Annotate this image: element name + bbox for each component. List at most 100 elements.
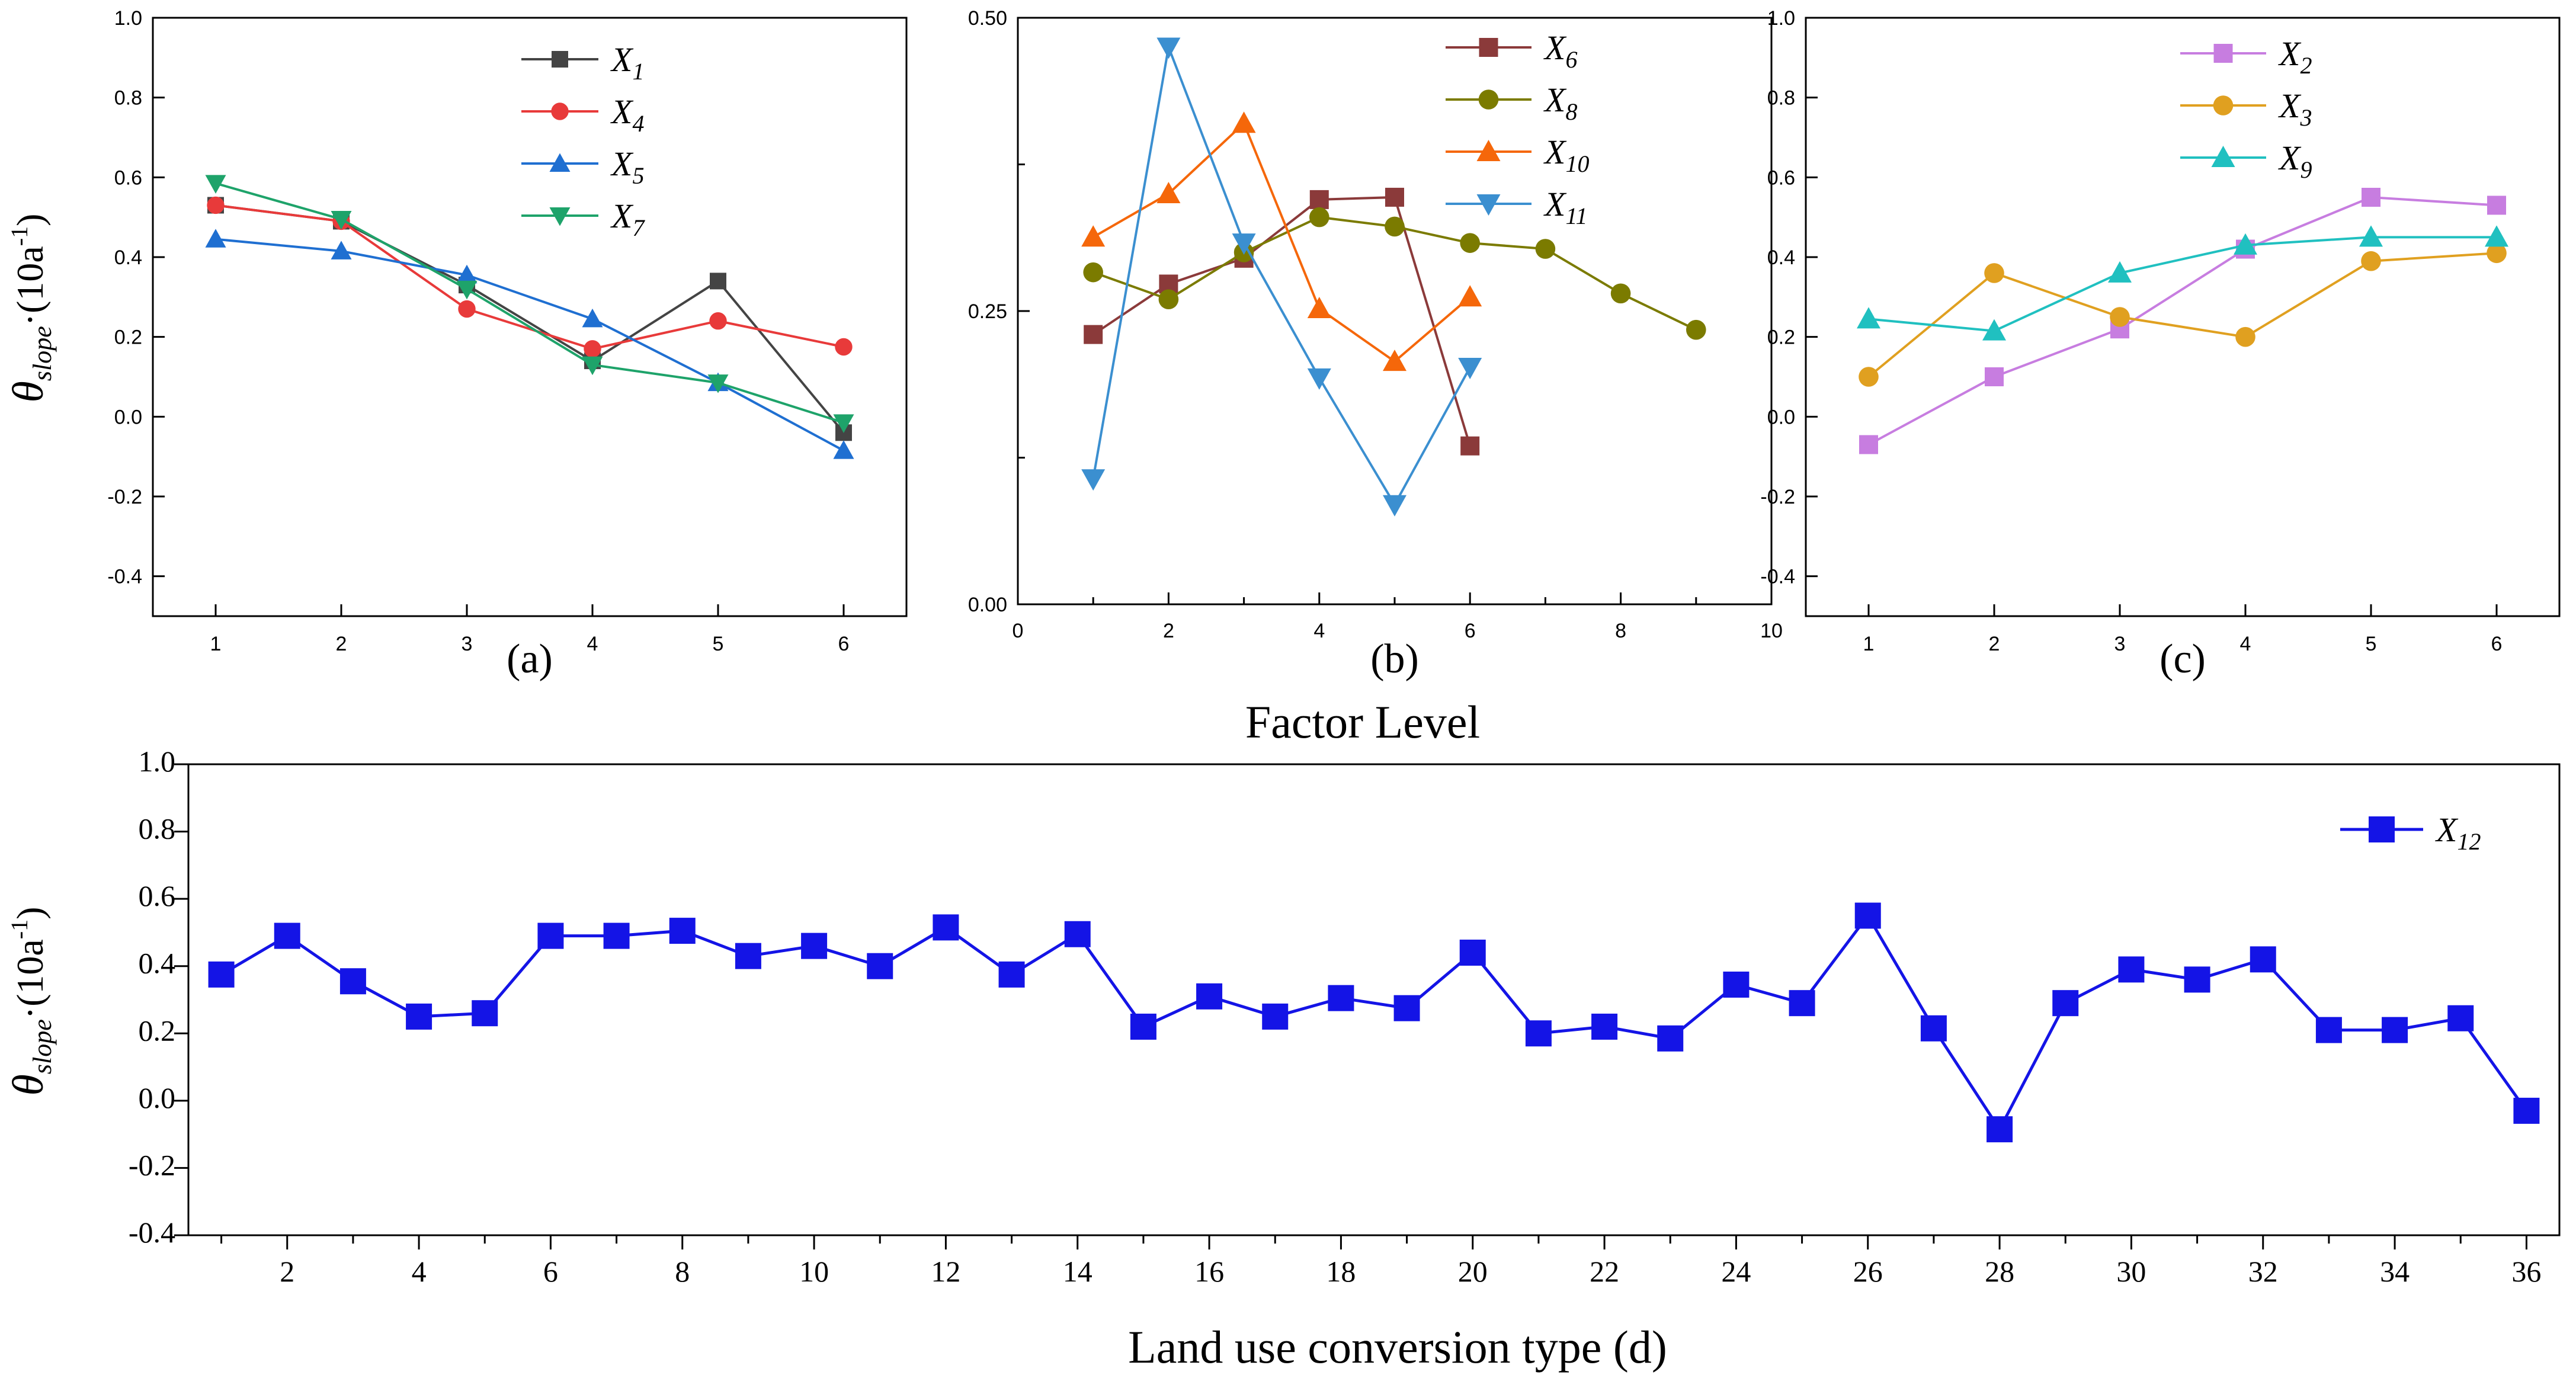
x-tick-label-c-0: 1 [1863,633,1875,655]
series-line-a-X4 [215,204,844,350]
data-point-b-X6-6 [1460,436,1480,456]
data-point-c-X3-3 [2110,307,2130,327]
data-point-d-X12-6 [537,922,564,949]
data-point-c-X3-2 [1984,263,2004,283]
series-line-b-X11 [1092,43,1471,507]
series-line-c-X9 [1868,236,2497,332]
data-point-c-X3-1 [1859,367,1879,387]
x-tick-label-d-3: 8 [675,1255,690,1288]
y-tick-label-c-5: 0.6 [1767,166,1795,189]
data-point-a-X4-5 [709,312,727,330]
data-point-d-X12-19 [1393,995,1420,1021]
legend-marker-d-12 [2369,816,2395,842]
data-point-a-X1-5 [710,273,726,290]
legend-a: X1 X4 X5 X7 [521,40,645,241]
data-point-b-X11-6 [1458,358,1482,380]
legend-marker-b-8 [1478,89,1499,110]
series-line-a-X5 [215,238,844,452]
legend-marker-b-10 [1476,140,1501,161]
y-tick-label-d-0: -0.4 [129,1216,175,1249]
y-tick-label-c-3: 0.2 [1767,326,1795,349]
y-tick-label-d-6: 0.8 [139,812,176,845]
legend-marker-c-3 [2213,95,2234,116]
data-point-d-X12-17 [1262,1003,1289,1030]
data-point-c-X3-4 [2235,326,2255,347]
data-point-d-X12-16 [1196,983,1223,1010]
legend-marker-a-7 [549,207,571,226]
legend-label-b-10: X10 [1543,133,1589,177]
y-tick-label-d-7: 1.0 [139,745,176,778]
data-point-d-X12-26 [1854,902,1881,929]
x-tick-label-b-4: 8 [1615,620,1626,642]
data-point-d-X12-18 [1328,985,1354,1011]
data-point-a-X7-1 [205,175,226,194]
y-tick-label-c-4: 0.4 [1767,246,1795,269]
data-point-c-X9-4 [2234,233,2257,255]
legend-label-c-2: X2 [2278,34,2312,79]
legend-marker-b-11 [1476,194,1501,216]
data-point-d-X12-9 [735,943,761,969]
y-axis-label-sub: slope [28,326,57,381]
y-tick-label-c-6: 0.8 [1767,87,1795,110]
y-tick-label-c-0: -0.4 [1760,566,1795,588]
data-point-d-X12-1 [208,961,235,988]
data-point-d-X12-36 [2513,1097,2540,1124]
data-point-b-X11-5 [1383,495,1406,517]
legend-c: X2 X3 X9 [2180,34,2312,183]
data-point-b-X6-1 [1084,325,1103,344]
data-point-a-X7-6 [833,414,854,433]
data-point-c-X2-2 [1985,367,2004,386]
data-point-d-X12-10 [801,933,828,959]
data-point-d-X12-23 [1657,1025,1684,1052]
data-point-b-X11-1 [1081,469,1106,491]
data-point-d-X12-4 [406,1003,432,1030]
y-tick-label-a-2: 0.0 [114,406,142,428]
y-axis-label-close: ) [9,214,51,226]
series-line-c-X3 [1867,252,2497,378]
panel-a-chart: 1 2 3 4 5 6 -0.4 -0.2 0.0 0.2 0.4 0.6 0.8 1.0 X1 X4 X5 X7… [107,7,908,682]
y-axis-label-rest: ·(10a [9,246,51,326]
data-point-b-X8-6 [1460,233,1480,253]
data-point-c-X2-5 [2362,188,2380,207]
data-point-c-X2-6 [2487,196,2506,215]
x-tick-label-a-0: 1 [210,633,222,655]
data-point-d-X12-14 [1064,921,1091,947]
legend-marker-a-1 [552,51,568,68]
data-point-d-X12-28 [1987,1116,2013,1143]
panel-c-chart: 1 2 3 4 5 6 -0.4 -0.2 0.0 0.2 0.4 0.6 0.8 1.0 X2 X3 X9 (c… [1760,7,2561,682]
legend-marker-c-9 [2211,146,2235,167]
y-tick-label-c-7: 1.0 [1767,7,1795,30]
data-point-a-X5-1 [205,229,226,248]
y-tick-label-b-0: 0.00 [968,594,1007,616]
x-tick-label-d-10: 22 [1590,1255,1619,1288]
data-point-d-X12-31 [2184,966,2210,993]
y-axis-label-sub-d: slope [28,1019,57,1074]
data-point-d-X12-25 [1789,990,1815,1017]
y-tick-label-a-0: -0.4 [107,566,142,588]
x-tick-label-c-4: 5 [2366,633,2377,655]
data-point-b-X8-1 [1083,262,1103,283]
data-point-b-X10-2 [1156,182,1181,203]
data-point-d-X12-33 [2315,1017,2342,1043]
data-point-a-X4-6 [835,338,853,356]
legend-label-d-12: X12 [2435,810,2481,855]
data-point-b-X8-7 [1535,239,1556,259]
data-point-d-X12-21 [1525,1020,1552,1047]
data-point-b-X10-5 [1383,350,1406,371]
x-tick-label-d-2: 6 [543,1255,558,1288]
x-tick-label-b-3: 6 [1465,620,1476,642]
data-point-a-X5-6 [833,440,854,459]
plot-frame-d [187,763,2561,1236]
x-tick-label-d-7: 16 [1194,1255,1224,1288]
data-point-c-X9-2 [1982,319,2006,341]
series-line-c-X2 [1868,196,2497,446]
data-point-a-X5-3 [456,264,478,284]
x-tick-label-d-1: 4 [412,1255,427,1288]
x-tick-label-c-2: 3 [2114,633,2126,655]
y-tick-label-a-1: -0.2 [107,486,142,508]
y-axis-label-rest-d: ·(10a [9,939,51,1019]
data-point-b-X11-3 [1232,233,1256,255]
caption-b: (b) [1370,636,1419,682]
data-point-d-X12-20 [1459,940,1486,966]
